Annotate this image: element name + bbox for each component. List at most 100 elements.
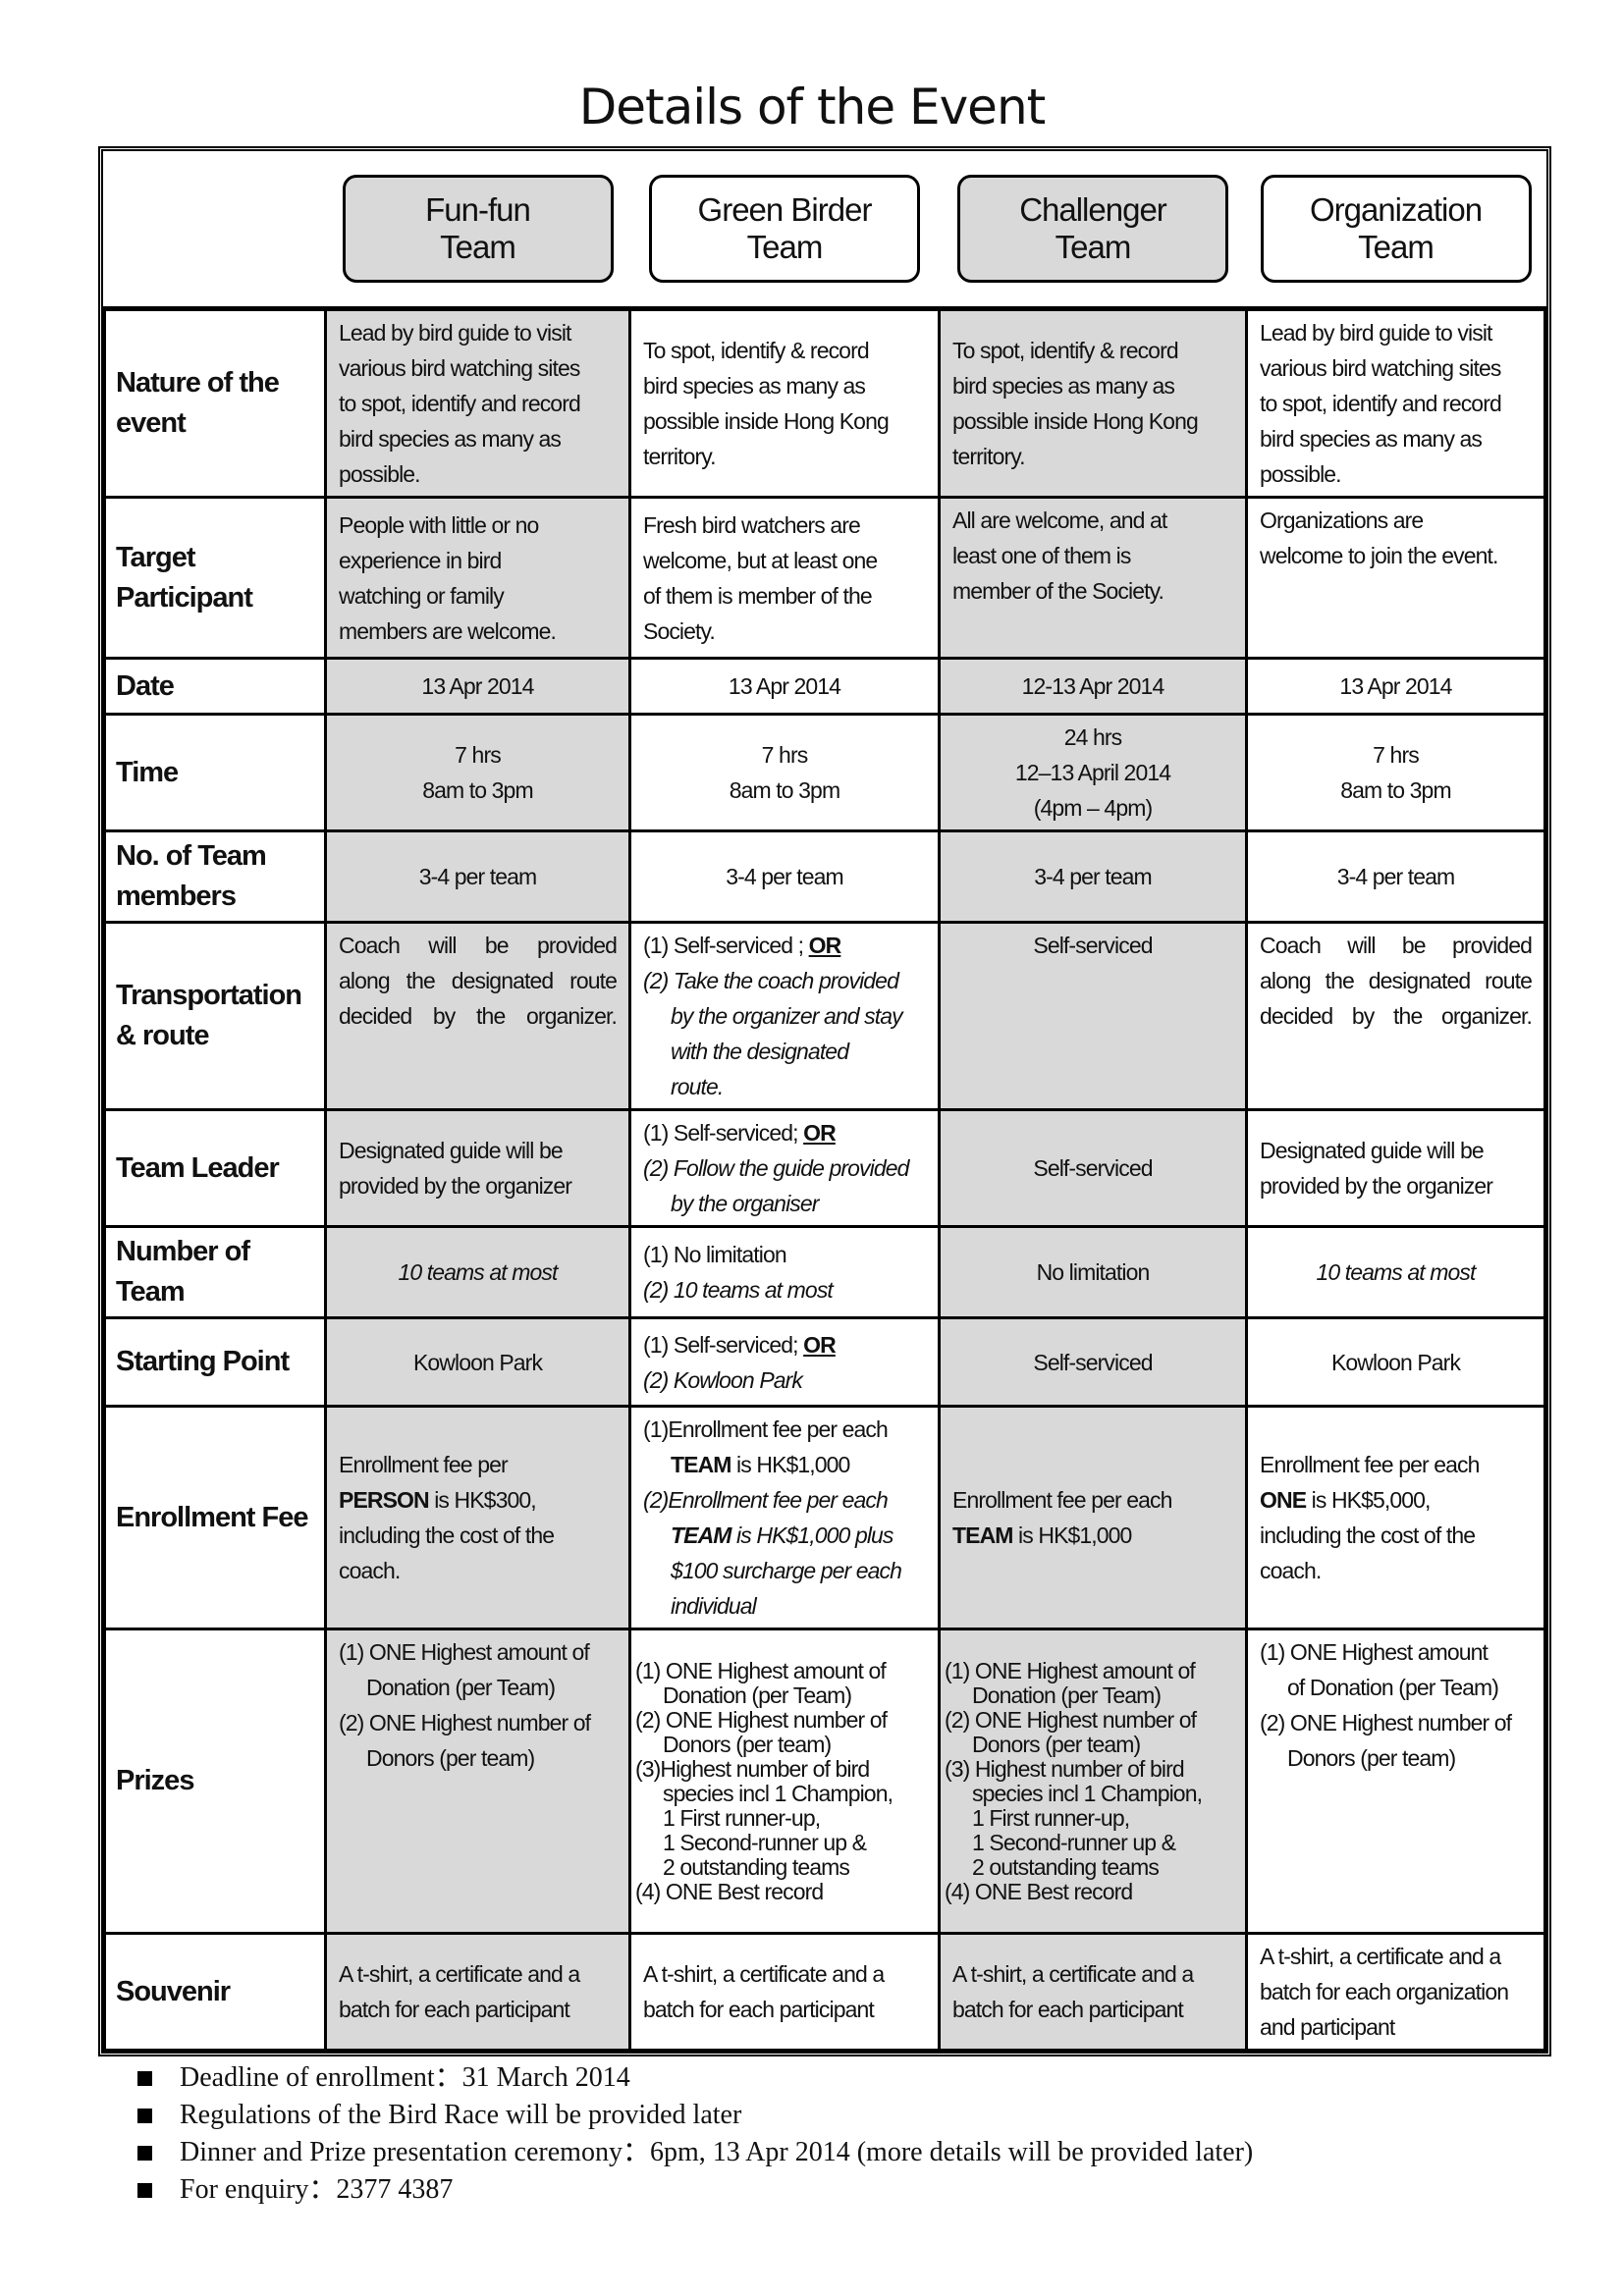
table-cell: All are welcome, and at least one of them…: [938, 496, 1248, 660]
cell-text: A t-shirt, a certificate and a: [1260, 1944, 1501, 1969]
cell-line: (1) ONE Highest amount of: [945, 1658, 1241, 1683]
table-cell: 10 teams at most: [324, 1225, 631, 1319]
cell-line: Organizations are: [1260, 503, 1532, 538]
cell-line: To spot, identify & record: [643, 333, 926, 368]
table-row: Nature of the event Lead by bird guide to…: [103, 307, 1546, 499]
cell-line: (2) Follow the guide provided: [643, 1150, 926, 1186]
cell-text: (2) ONE Highest number of: [635, 1706, 888, 1733]
cell-line: Donors (per team): [635, 1732, 934, 1757]
cell-line: Donation (per Team): [339, 1670, 617, 1705]
table-cell: (1) ONE Highest amount of Donation (per T…: [324, 1628, 631, 1935]
cell-text: Coach will be provided: [339, 933, 618, 958]
cell-line: Fresh bird watchers are: [643, 507, 926, 543]
cell-text: Enrollment fee per each: [952, 1487, 1172, 1513]
cell-text: species incl 1 Champion,: [663, 1780, 893, 1806]
cell-line: along the designated route: [339, 963, 618, 998]
cell-text: (2) Kowloon Park: [643, 1366, 803, 1393]
cell-line: (1)Enrollment fee per each: [643, 1412, 926, 1447]
cell-line: possible.: [1260, 456, 1532, 492]
cell-line: batch for each participant: [952, 1992, 1233, 2027]
cell-text: by the organiser: [671, 1191, 819, 1216]
cell-line: TEAM is HK$1,000: [643, 1447, 926, 1482]
table-cell: Kowloon Park: [1245, 1316, 1546, 1408]
table-cell: A t-shirt, a certificate and a batch for …: [628, 1932, 941, 2052]
cell-text: (2) ONE Highest number of: [339, 1710, 591, 1735]
table-cell: Self-serviced: [938, 1316, 1248, 1408]
row-label: Team Leader: [103, 1108, 327, 1228]
cell-text: along the designated route: [1260, 968, 1533, 993]
cell-line: 13 Apr 2014: [643, 668, 926, 704]
cell-line: provided by the organizer: [1260, 1168, 1532, 1203]
cell-text: (4) ONE Best record: [945, 1878, 1133, 1904]
cell-text: Kowloon Park: [412, 1349, 543, 1375]
cell-text: Society.: [643, 617, 716, 644]
bullet-square-icon: [137, 2145, 152, 2161]
table-cell: 7 hrs 8am to 3pm: [324, 713, 631, 832]
table-cell: 3-4 per team: [628, 829, 941, 924]
cell-text: 3-4 per team: [1034, 864, 1153, 889]
row-label: Nature of the event: [103, 307, 327, 499]
cell-line: coach.: [1260, 1553, 1532, 1588]
cell-text: TEAM: [952, 1522, 1013, 1548]
cell-text: individual: [671, 1593, 757, 1619]
row-label: Enrollment Fee: [103, 1405, 327, 1630]
cell-text: (3)Highest number of bird: [635, 1755, 870, 1782]
cell-line: Kowloon Park: [1260, 1345, 1532, 1380]
table-cell: Lead by bird guide to visit various bird …: [324, 307, 631, 499]
cell-line: 1 Second-runner up &: [945, 1830, 1241, 1855]
cell-line: (1) Self-serviced; OR: [643, 1115, 926, 1150]
notes-list: Deadline of enrollment：31 March 2014 Regu…: [137, 2059, 1253, 2209]
cell-line: decided by the organizer.: [1260, 998, 1533, 1034]
cell-text: batch for each participant: [952, 1997, 1184, 2022]
cell-line: Lead by bird guide to visit: [1260, 315, 1532, 350]
table-cell: Designated guide will be provided by the …: [1245, 1108, 1546, 1228]
cell-line: watching or family: [339, 578, 617, 614]
cell-text: along the designated route: [339, 968, 618, 993]
cell-line: Enrollment fee per each: [1260, 1447, 1532, 1482]
event-details-table: Fun-fun Team Green Birder Team Challenger T…: [98, 146, 1551, 2056]
cell-text: People with little or no: [339, 511, 539, 538]
table-cell: (1)Enrollment fee per each TEAM is HK$1,0…: [628, 1405, 941, 1630]
cell-line: with the designated: [643, 1034, 926, 1069]
cell-text: Self-serviced: [1033, 933, 1153, 958]
table-row: Time 7 hrs 8am to 3pm 7 hrs 8am to 3pm 24 hrs…: [103, 713, 1546, 832]
cell-line: welcome, but at least one: [643, 543, 926, 578]
cell-text: TEAM: [671, 1522, 731, 1548]
cell-text: route.: [671, 1074, 724, 1099]
cell-text: 2 outstanding teams: [972, 1853, 1160, 1880]
cell-text: 2 outstanding teams: [663, 1853, 850, 1880]
row-label: Starting Point: [103, 1316, 327, 1408]
table-cell: 3-4 per team: [1245, 829, 1546, 924]
cell-text: is HK$5,000,: [1306, 1487, 1432, 1513]
cell-line: PERSON is HK$300,: [339, 1482, 617, 1518]
cell-text: 3-4 per team: [418, 864, 538, 889]
cell-line: along the designated route: [1260, 963, 1533, 998]
table-cell: Lead by bird guide to visit various bird …: [1245, 307, 1546, 499]
cell-line: possible.: [339, 456, 617, 492]
cell-text: coach.: [1260, 1558, 1322, 1583]
cell-text: (2) ONE Highest number of: [945, 1706, 1197, 1733]
cell-line: bird species as many as: [339, 421, 617, 456]
cell-line: $100 surcharge per each: [643, 1553, 926, 1588]
cell-line: Enrollment fee per: [339, 1447, 617, 1482]
table-cell: To spot, identify & record bird species a…: [938, 307, 1248, 499]
cell-line: (1) ONE Highest amount of: [635, 1657, 934, 1683]
table-cell: People with little or no experience in bi…: [324, 496, 631, 660]
cell-text: Donors (per team): [1287, 1745, 1456, 1771]
table-cell: (1) ONE Highest amount of Donation (per T…: [628, 1628, 941, 1935]
cell-text: Enrollment fee per each: [1260, 1452, 1480, 1477]
team-name: Team: [1055, 229, 1132, 265]
cell-text: (1) ONE Highest amount of: [635, 1657, 887, 1683]
cell-line: Enrollment fee per each: [952, 1482, 1233, 1518]
bullet-square-icon: [137, 2182, 152, 2198]
cell-line: 8am to 3pm: [1260, 773, 1532, 808]
cell-line: 8am to 3pm: [643, 773, 926, 808]
cell-line: 1 First runner-up,: [945, 1805, 1241, 1831]
cell-line: 1 Second-runner up &: [635, 1830, 934, 1855]
cell-text: (2) ONE Highest number of: [1260, 1710, 1512, 1735]
cell-text: $100 surcharge per each: [671, 1558, 902, 1583]
cell-line: 7 hrs: [1260, 737, 1532, 773]
cell-text: A t-shirt, a certificate and a: [339, 1961, 580, 1987]
cell-text: 13 Apr 2014: [1339, 673, 1452, 699]
cell-text: Lead by bird guide to visit: [339, 320, 571, 346]
